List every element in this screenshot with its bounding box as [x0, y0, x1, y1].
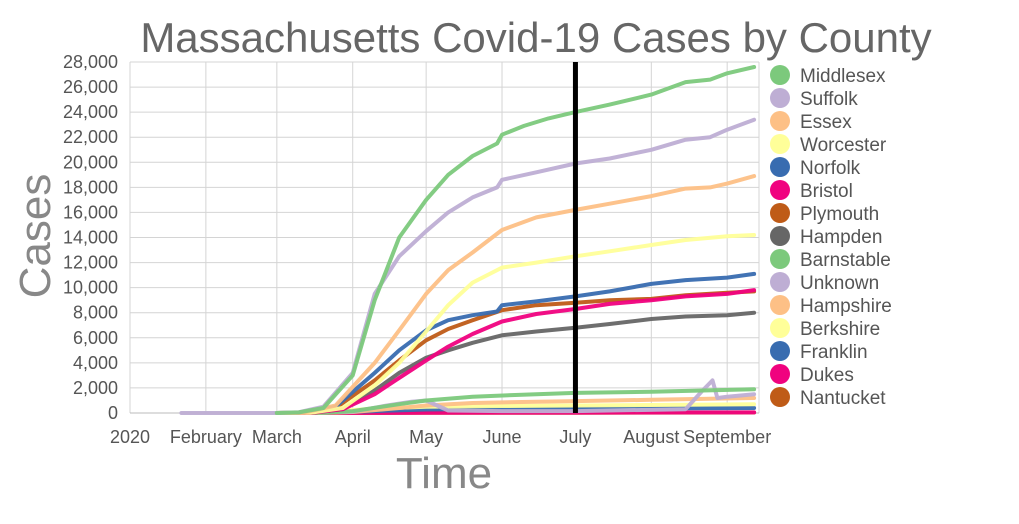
legend: MiddlesexSuffolkEssexWorcesterNorfolkBri…	[770, 65, 892, 409]
x-axis-ticks: 2020 February March April May June July August S…	[110, 427, 771, 447]
series-line-essex	[274, 174, 757, 415]
legend-label: Hampshire	[800, 296, 892, 317]
y-tick-label: 14,000	[63, 228, 118, 248]
legend-label: Berkshire	[800, 319, 880, 340]
y-tick-label: 18,000	[63, 177, 118, 197]
y-tick-label: 12,000	[63, 253, 118, 273]
legend-label: Dukes	[800, 365, 854, 386]
y-tick-label: 2,000	[73, 378, 118, 398]
x-axis-title: Time	[396, 449, 492, 498]
legend-swatch	[770, 295, 790, 315]
x-tick-label: May	[409, 427, 443, 447]
series-line-middlesex	[274, 65, 757, 415]
series-line-bristol	[274, 288, 757, 415]
y-tick-label: 6,000	[73, 328, 118, 348]
legend-label: Unknown	[800, 273, 879, 294]
legend-label: Plymouth	[800, 204, 879, 225]
legend-label: Essex	[800, 112, 852, 133]
legend-label: Hampden	[800, 227, 882, 248]
legend-swatch	[770, 180, 790, 200]
x-tick-label: March	[252, 427, 302, 447]
legend-label: Worcester	[800, 135, 887, 156]
legend-swatch	[770, 111, 790, 131]
x-tick-label: September	[683, 427, 771, 447]
legend-swatch	[770, 157, 790, 177]
y-axis-ticks: 0 2,000 4,000 6,000 8,000 10,000 12,000 14,000 1…	[63, 52, 118, 423]
x-tick-label: June	[482, 427, 521, 447]
x-tick-label: July	[559, 427, 591, 447]
y-tick-label: 26,000	[63, 77, 118, 97]
legend-swatch	[770, 65, 790, 85]
series-line-norfolk	[274, 271, 757, 415]
legend-label: Franklin	[800, 342, 868, 363]
y-tick-label: 0	[108, 403, 118, 423]
series-line-barnstable	[274, 387, 757, 415]
x-tick-label: February	[170, 427, 242, 447]
y-tick-label: 8,000	[73, 303, 118, 323]
legend-label: Suffolk	[800, 89, 858, 110]
legend-swatch	[770, 272, 790, 292]
y-tick-label: 16,000	[63, 202, 118, 222]
y-tick-label: 28,000	[63, 52, 118, 72]
legend-swatch	[770, 226, 790, 246]
y-tick-label: 4,000	[73, 353, 118, 373]
series-line-suffolk	[179, 117, 757, 415]
legend-label: Bristol	[800, 181, 853, 202]
x-tick-label: 2020	[110, 427, 150, 447]
gridlines	[129, 61, 760, 414]
series-line-worcester	[274, 233, 757, 415]
chart-title: Massachusetts Covid-19 Cases by County	[140, 14, 931, 61]
legend-swatch	[770, 249, 790, 269]
legend-label: Middlesex	[800, 66, 886, 87]
legend-swatch	[770, 364, 790, 384]
legend-swatch	[770, 134, 790, 154]
y-axis-title: Cases	[11, 174, 60, 299]
legend-swatch	[770, 88, 790, 108]
legend-label: Norfolk	[800, 158, 861, 179]
y-tick-label: 24,000	[63, 102, 118, 122]
y-tick-label: 10,000	[63, 278, 118, 298]
series-lines	[179, 65, 757, 415]
y-tick-label: 20,000	[63, 152, 118, 172]
legend-label: Nantucket	[800, 388, 886, 409]
legend-swatch	[770, 203, 790, 223]
x-tick-label: August	[623, 427, 679, 447]
legend-label: Barnstable	[800, 250, 891, 271]
y-tick-label: 22,000	[63, 127, 118, 147]
legend-swatch	[770, 387, 790, 407]
legend-swatch	[770, 341, 790, 361]
legend-swatch	[770, 318, 790, 338]
x-tick-label: April	[335, 427, 371, 447]
